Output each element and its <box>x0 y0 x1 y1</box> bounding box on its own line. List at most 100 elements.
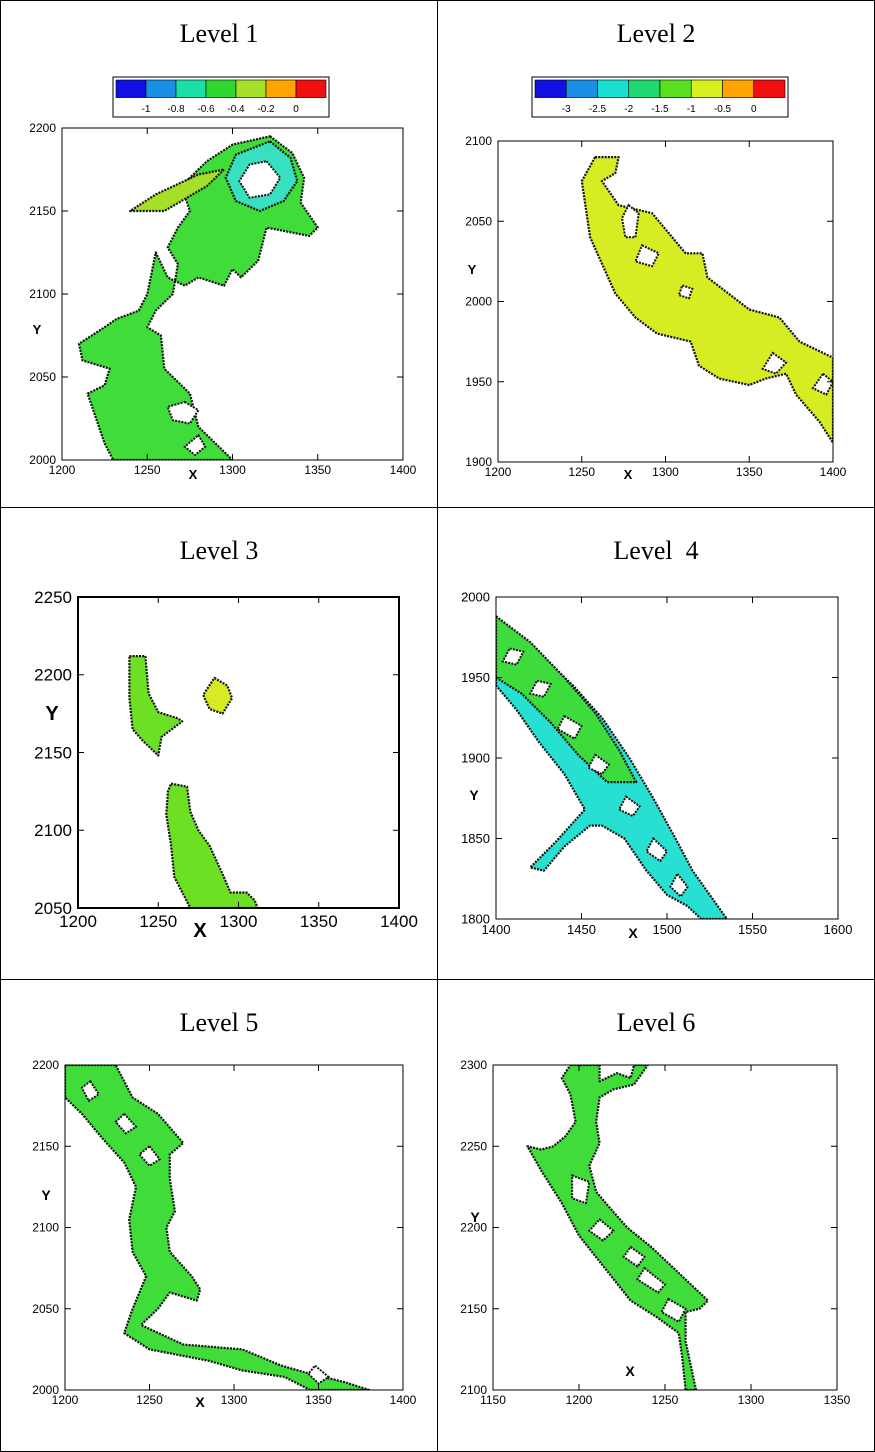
chart-2: 1200 1250 1300 1350 1400 1900 1950 2000 2050 2100… <box>465 76 847 482</box>
y-tick-label: 2300 <box>460 1058 487 1072</box>
region-lower-branch <box>165 782 259 908</box>
panel-title: Level 3 <box>179 536 259 565</box>
x-tick-label: 1300 <box>220 912 258 931</box>
region-hole <box>617 795 641 818</box>
y-tick-label: 2050 <box>29 370 56 384</box>
x-tick-label: 1200 <box>59 912 97 931</box>
y-tick-label: 1900 <box>461 751 490 766</box>
x-tick-label: 1250 <box>139 912 177 931</box>
region-hole <box>571 1174 591 1205</box>
colorbar-tick-label: -1 <box>687 104 696 115</box>
y-tick-label: 2100 <box>34 821 72 840</box>
plot-area <box>65 1065 371 1390</box>
colorbar-swatch <box>175 79 207 98</box>
x-tick-label: 1200 <box>485 465 512 479</box>
x-axis-label: X <box>195 1394 205 1410</box>
colorbar-swatch <box>659 79 692 98</box>
x-tick-label: 1200 <box>566 1393 593 1407</box>
chart-6: 1150 1200 1250 1300 1350 2100 2150 2200 2250 2300… <box>460 1058 850 1407</box>
region-hole <box>183 433 207 457</box>
y-tick-label: 2000 <box>29 453 56 467</box>
y-tick-label: 2050 <box>32 1302 59 1316</box>
y-tick-label: 2100 <box>29 287 56 301</box>
colorbar-tick-label: 0 <box>293 104 299 115</box>
x-axis-label: X <box>193 920 207 942</box>
colorbar-swatch <box>690 79 723 98</box>
x-axis-label: X <box>628 925 638 941</box>
chart-5: 1200 1250 1300 1350 1400 2000 2050 2100 2150 2200… <box>32 1058 416 1410</box>
panel-title: Level 4 <box>613 536 699 565</box>
colorbar-swatch <box>753 79 786 98</box>
colorbar-swatch <box>722 79 755 98</box>
region-hole <box>114 1112 138 1135</box>
plot-frame <box>492 1064 838 1391</box>
colorbar-tick-label: -2 <box>624 104 633 115</box>
y-tick-label: 1800 <box>461 912 490 927</box>
x-tick-label: 1250 <box>134 463 161 477</box>
x-tick-label: 1200 <box>52 1393 79 1407</box>
region-left-band <box>496 615 638 784</box>
region-hole <box>620 203 640 239</box>
colorbar-tick-label: -0.8 <box>167 104 185 115</box>
colorbar-swatch <box>565 79 598 98</box>
x-tick-label: 1250 <box>136 1393 163 1407</box>
colorbar-swatch <box>145 79 177 98</box>
y-tick-label: 2000 <box>32 1383 59 1397</box>
panel-level-5: Level 5 <box>0 979 438 1452</box>
colorbar-tick-label: -1.5 <box>651 104 669 115</box>
chart-1: 1200 1250 1300 1350 1400 2000 2050 2100 2150 2200… <box>29 76 417 482</box>
region-channel <box>77 135 319 460</box>
region-hole <box>660 1297 687 1324</box>
y-tick-label: 2200 <box>34 666 72 685</box>
y-tick-label: 2150 <box>29 204 56 218</box>
region-hole <box>238 160 282 199</box>
y-tick-label: 2200 <box>460 1221 487 1235</box>
x-tick-label: 1150 <box>480 1393 506 1407</box>
y-tick-label: 1900 <box>465 455 492 469</box>
colorbar-swatch <box>205 79 237 98</box>
panel-title: Level 1 <box>179 19 259 48</box>
y-tick-label: 2050 <box>34 899 72 918</box>
x-tick-label: 1400 <box>820 465 847 479</box>
x-tick-label: 1350 <box>305 1393 332 1407</box>
region-hole <box>645 836 669 863</box>
region-hole <box>587 1218 615 1242</box>
x-tick-label: 1300 <box>221 1393 248 1407</box>
plot-area <box>128 655 259 908</box>
y-axis-label: Y <box>470 1209 480 1225</box>
y-axis-label: Y <box>41 1187 51 1203</box>
region-channel <box>526 1065 710 1390</box>
x-axis-label: X <box>624 467 633 482</box>
colorbar-swatch <box>295 79 327 98</box>
region-hole <box>137 1144 162 1168</box>
y-tick-label: 2200 <box>29 121 56 135</box>
region-hole <box>669 872 689 899</box>
region-channel <box>65 1065 371 1390</box>
x-axis-label: X <box>625 1363 635 1379</box>
colorbar-tick-label: -0.6 <box>197 104 215 115</box>
region-hole <box>622 1245 646 1268</box>
colorbar-tick-label: -1 <box>142 104 151 115</box>
colorbar: -1 -0.8 -0.6 -0.4 -0.2 0 <box>112 76 330 118</box>
colorbar-swatch <box>115 79 147 98</box>
y-tick-label: 1950 <box>465 375 492 389</box>
colorbar-swatch <box>628 79 661 98</box>
panel-title: Level 6 <box>616 1008 696 1037</box>
x-tick-label: 1250 <box>652 1393 679 1407</box>
x-tick-label: 1400 <box>390 463 417 477</box>
x-tick-label: 1550 <box>738 922 767 937</box>
x-tick-label: 1600 <box>824 922 853 937</box>
x-axis-label: X <box>189 467 198 482</box>
y-tick-label: 2150 <box>460 1302 487 1316</box>
chart-4: 1400 1450 1500 1550 1600 1800 1850 1900 1950 2000… <box>461 590 852 941</box>
y-tick-label: 2150 <box>34 743 72 762</box>
plot-area <box>496 615 728 919</box>
y-tick-label: 2000 <box>461 590 490 605</box>
region-left-arm <box>129 168 226 213</box>
x-tick-label: 1350 <box>736 465 763 479</box>
colorbar-swatch <box>534 79 567 98</box>
x-tick-label: 1500 <box>653 922 682 937</box>
x-tick-label: 1400 <box>482 922 511 937</box>
plot-frame <box>77 596 400 909</box>
colorbar-tick-label: -2.5 <box>589 104 607 115</box>
